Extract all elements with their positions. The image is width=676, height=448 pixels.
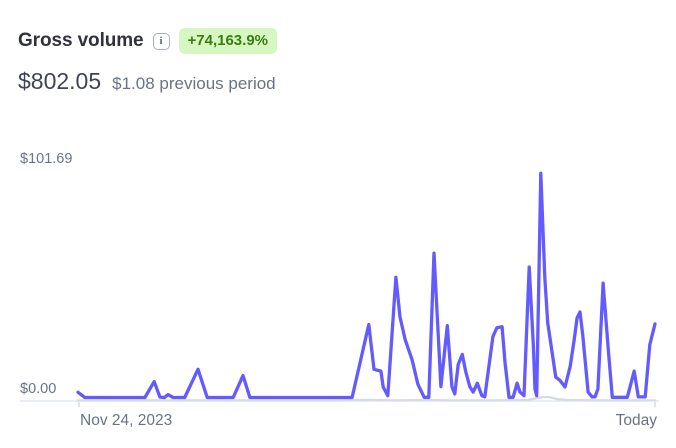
header-row: Gross volume i +74,163.9% (18, 27, 278, 55)
x-axis-label-end: Today (615, 412, 657, 429)
kpi-row: $802.05 $1.08 previous period (18, 68, 276, 95)
page-title: Gross volume (18, 30, 144, 51)
x-axis-label-start: Nov 24, 2023 (80, 412, 173, 429)
info-icon[interactable]: i (152, 32, 170, 50)
previous-period-line (76, 395, 657, 402)
y-axis-label-max: $101.69 (20, 151, 73, 167)
change-badge: +74,163.9% (178, 28, 278, 54)
info-icon-glyph: i (159, 34, 163, 47)
current-period-line (76, 171, 657, 400)
y-axis-label-zero: $0.00 (20, 381, 57, 397)
gross-volume-amount: $802.05 (18, 68, 102, 94)
previous-period-amount: $1.08 previous period (112, 74, 276, 93)
